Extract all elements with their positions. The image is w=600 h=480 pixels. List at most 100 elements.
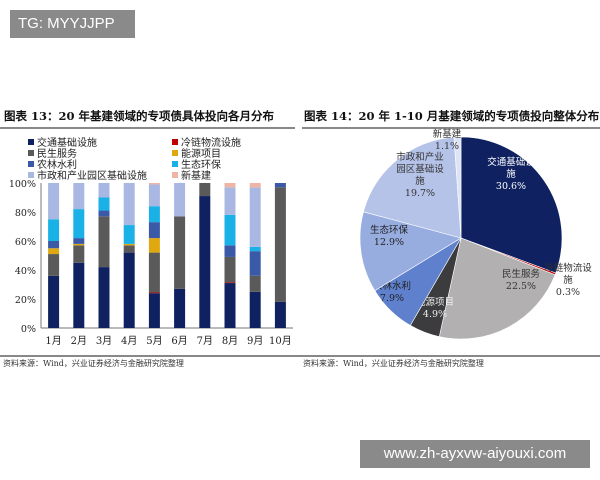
pie-category-label: 施 [563, 274, 573, 286]
pie-value-label: 12.9% [374, 237, 404, 248]
bar-segment [73, 243, 85, 246]
legend-swatch [172, 150, 178, 156]
pie-value-label: 1.1% [435, 141, 459, 152]
x-tick-label: 9月 [247, 335, 263, 347]
bar-segment [174, 216, 186, 289]
pie-category-label: 市政和产业 [396, 151, 444, 163]
bar-segment [224, 282, 236, 284]
bar-segment [48, 254, 60, 276]
bar-segment [224, 245, 236, 257]
pie-value-label: 0.3% [556, 287, 580, 298]
legend-swatch [172, 139, 178, 145]
legend-label: 民生服务 [37, 147, 77, 160]
bar-segment [73, 209, 85, 239]
bar-segment [73, 262, 85, 328]
x-tick-label: 7月 [197, 335, 213, 347]
legend-label: 农林水利 [37, 158, 77, 171]
bar-segment [123, 245, 135, 253]
right-source: 资料来源：Wind，兴业证券经济与金融研究院整理 [303, 359, 484, 368]
bar-segment [123, 225, 135, 244]
legend-label: 新基建 [181, 169, 211, 182]
bar-segment [148, 293, 160, 328]
pie-category-label: 生态环保 [370, 224, 409, 236]
bar-segment [249, 275, 261, 292]
bar-segment [98, 183, 110, 198]
bar-segment [224, 187, 236, 215]
title-rule-left [0, 127, 295, 129]
bar-segment [148, 292, 160, 294]
bar-segment [274, 301, 286, 328]
bar-segment [48, 183, 60, 220]
y-tick-label: 0% [21, 324, 36, 335]
y-tick-label: 20% [15, 295, 36, 306]
y-tick-label: 60% [15, 237, 36, 248]
left-source: 资料来源：Wind，兴业证券经济与金融研究院整理 [3, 359, 184, 368]
x-tick-label: 1月 [45, 335, 61, 347]
bar-segment [48, 248, 60, 255]
bar-segment [98, 210, 110, 217]
bar-segment [249, 183, 261, 188]
bar-segment [249, 246, 261, 252]
pie-slice [460, 136, 563, 274]
pie-category-label: 施 [506, 168, 516, 180]
bar-segment [148, 252, 160, 293]
pie-category-label: 新基建 [433, 128, 462, 140]
source-rule [0, 355, 600, 357]
legend-label: 冷链物流设施 [181, 136, 241, 149]
bar-segment [249, 291, 261, 328]
bar-segment [98, 197, 110, 211]
bar-segment [48, 241, 60, 249]
legend-swatch [172, 161, 178, 167]
bar-segment [123, 183, 135, 226]
pie-value-label: 30.6% [496, 181, 526, 192]
bar-segment [224, 256, 236, 283]
pie-category-label: 民生服务 [502, 268, 541, 280]
bar-segment [123, 252, 135, 328]
y-tick-label: 100% [9, 179, 36, 190]
legend-swatch [28, 150, 34, 156]
x-tick-label: 10月 [269, 335, 292, 347]
bar-segment [148, 222, 160, 239]
pie-slice [363, 136, 462, 239]
bar-segment [123, 243, 135, 246]
bar-segment [249, 251, 261, 276]
legend-label: 能源项目 [181, 147, 221, 160]
bar-segment [48, 275, 60, 328]
bar-segment [224, 283, 236, 328]
pie-category-label: 冷链物流设 [544, 262, 592, 274]
bar-segment [249, 187, 261, 247]
bar-segment [148, 184, 160, 207]
bar-segment [48, 219, 60, 241]
x-tick-label: 4月 [121, 335, 137, 347]
legend-swatch [172, 172, 178, 178]
pie-slice [438, 237, 556, 340]
legend-label: 交通基础设施 [37, 136, 97, 149]
bar-segment [199, 196, 211, 328]
bar-segment [73, 238, 85, 244]
legend-label: 生态环保 [181, 158, 221, 171]
pie-category-label: 交通基础设 [487, 156, 535, 168]
pie-category-label: 园区基础设 [396, 163, 444, 175]
x-tick-label: 6月 [171, 335, 187, 347]
bar-segment [148, 206, 160, 223]
pie-category-label: 施 [415, 175, 425, 187]
bar-segment [224, 214, 236, 246]
channel-banner: TG: MYYJJPP [10, 10, 135, 38]
legend-swatch [28, 139, 34, 145]
pie-slice [453, 136, 462, 239]
bar-segment [98, 216, 110, 268]
bar-segment [148, 183, 160, 185]
x-tick-label: 3月 [96, 335, 112, 347]
x-tick-label: 8月 [222, 335, 238, 347]
legend-swatch [28, 161, 34, 167]
bar-segment [174, 288, 186, 328]
right-chart-title: 图表 14：20 年 1-10 月基建领域的专项债投向整体分布 [304, 109, 600, 123]
pie-value-label: 7.9% [380, 293, 404, 304]
bar-segment [199, 183, 211, 197]
x-tick-label: 2月 [71, 335, 87, 347]
y-tick-label: 80% [15, 208, 36, 219]
title-rule-right [302, 127, 600, 129]
bar-segment [73, 183, 85, 210]
y-tick-label: 40% [15, 266, 36, 277]
